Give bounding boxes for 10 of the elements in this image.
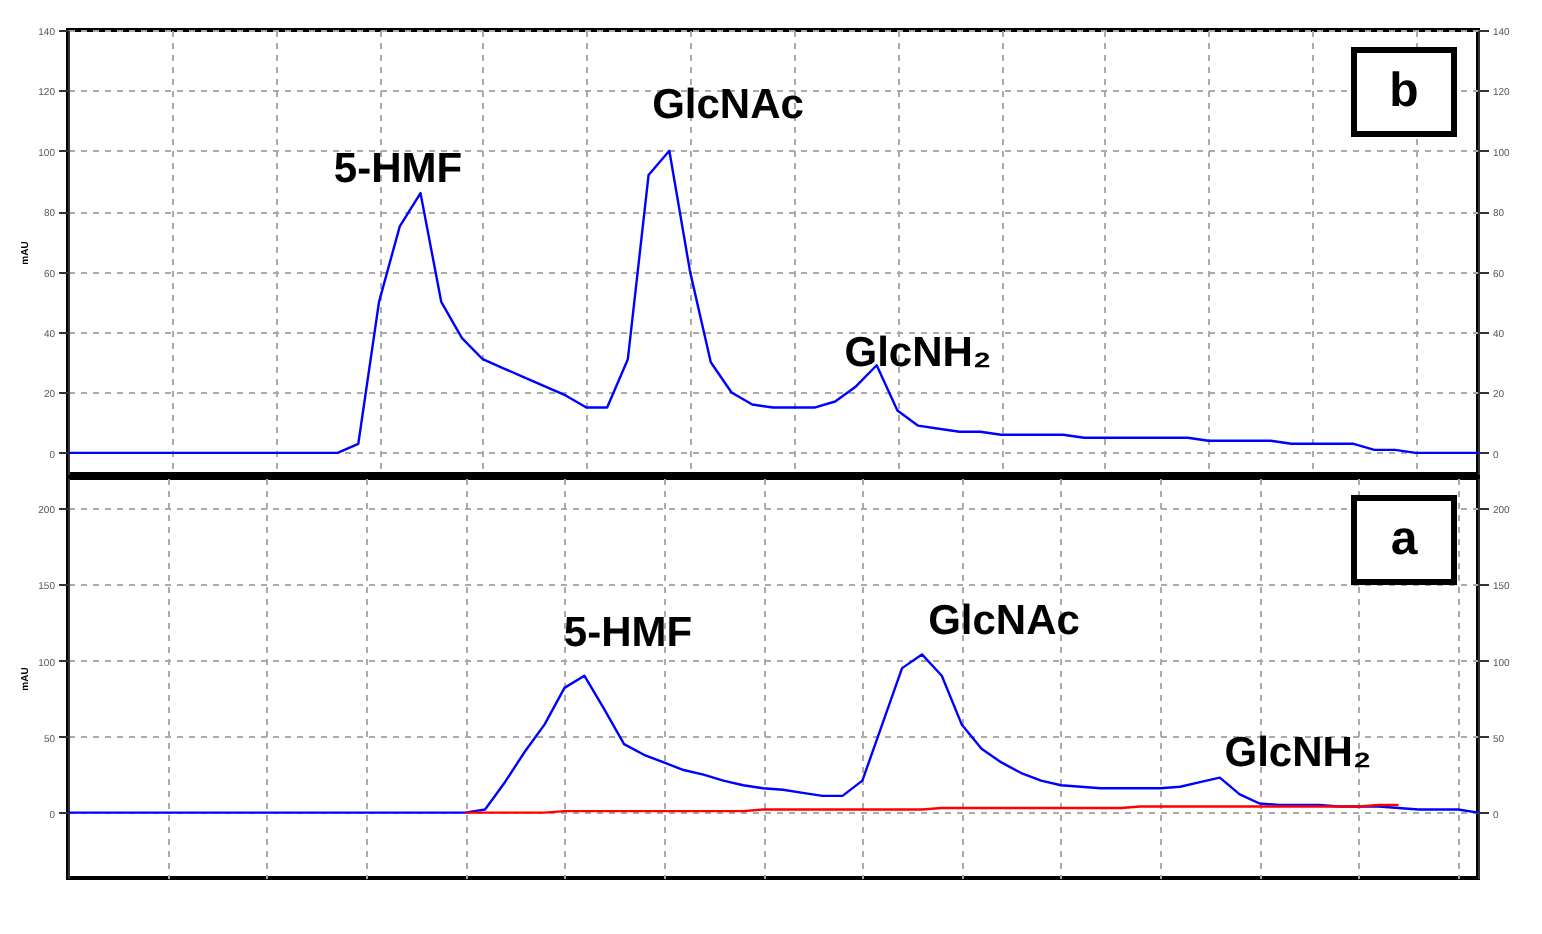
annotation: GlcNH₂ — [844, 330, 992, 376]
text: a — [1390, 512, 1419, 566]
annotation: 5-HMF — [563, 610, 693, 656]
annotation: GlcNAc — [928, 598, 1081, 644]
text: b — [1389, 64, 1419, 118]
annotation: GlcNH₂ — [1224, 730, 1372, 776]
annotation: GlcNAc — [652, 82, 805, 128]
line-series — [66, 149, 1480, 455]
line-series — [66, 653, 1480, 814]
annotation: 5-HMF — [333, 146, 463, 192]
